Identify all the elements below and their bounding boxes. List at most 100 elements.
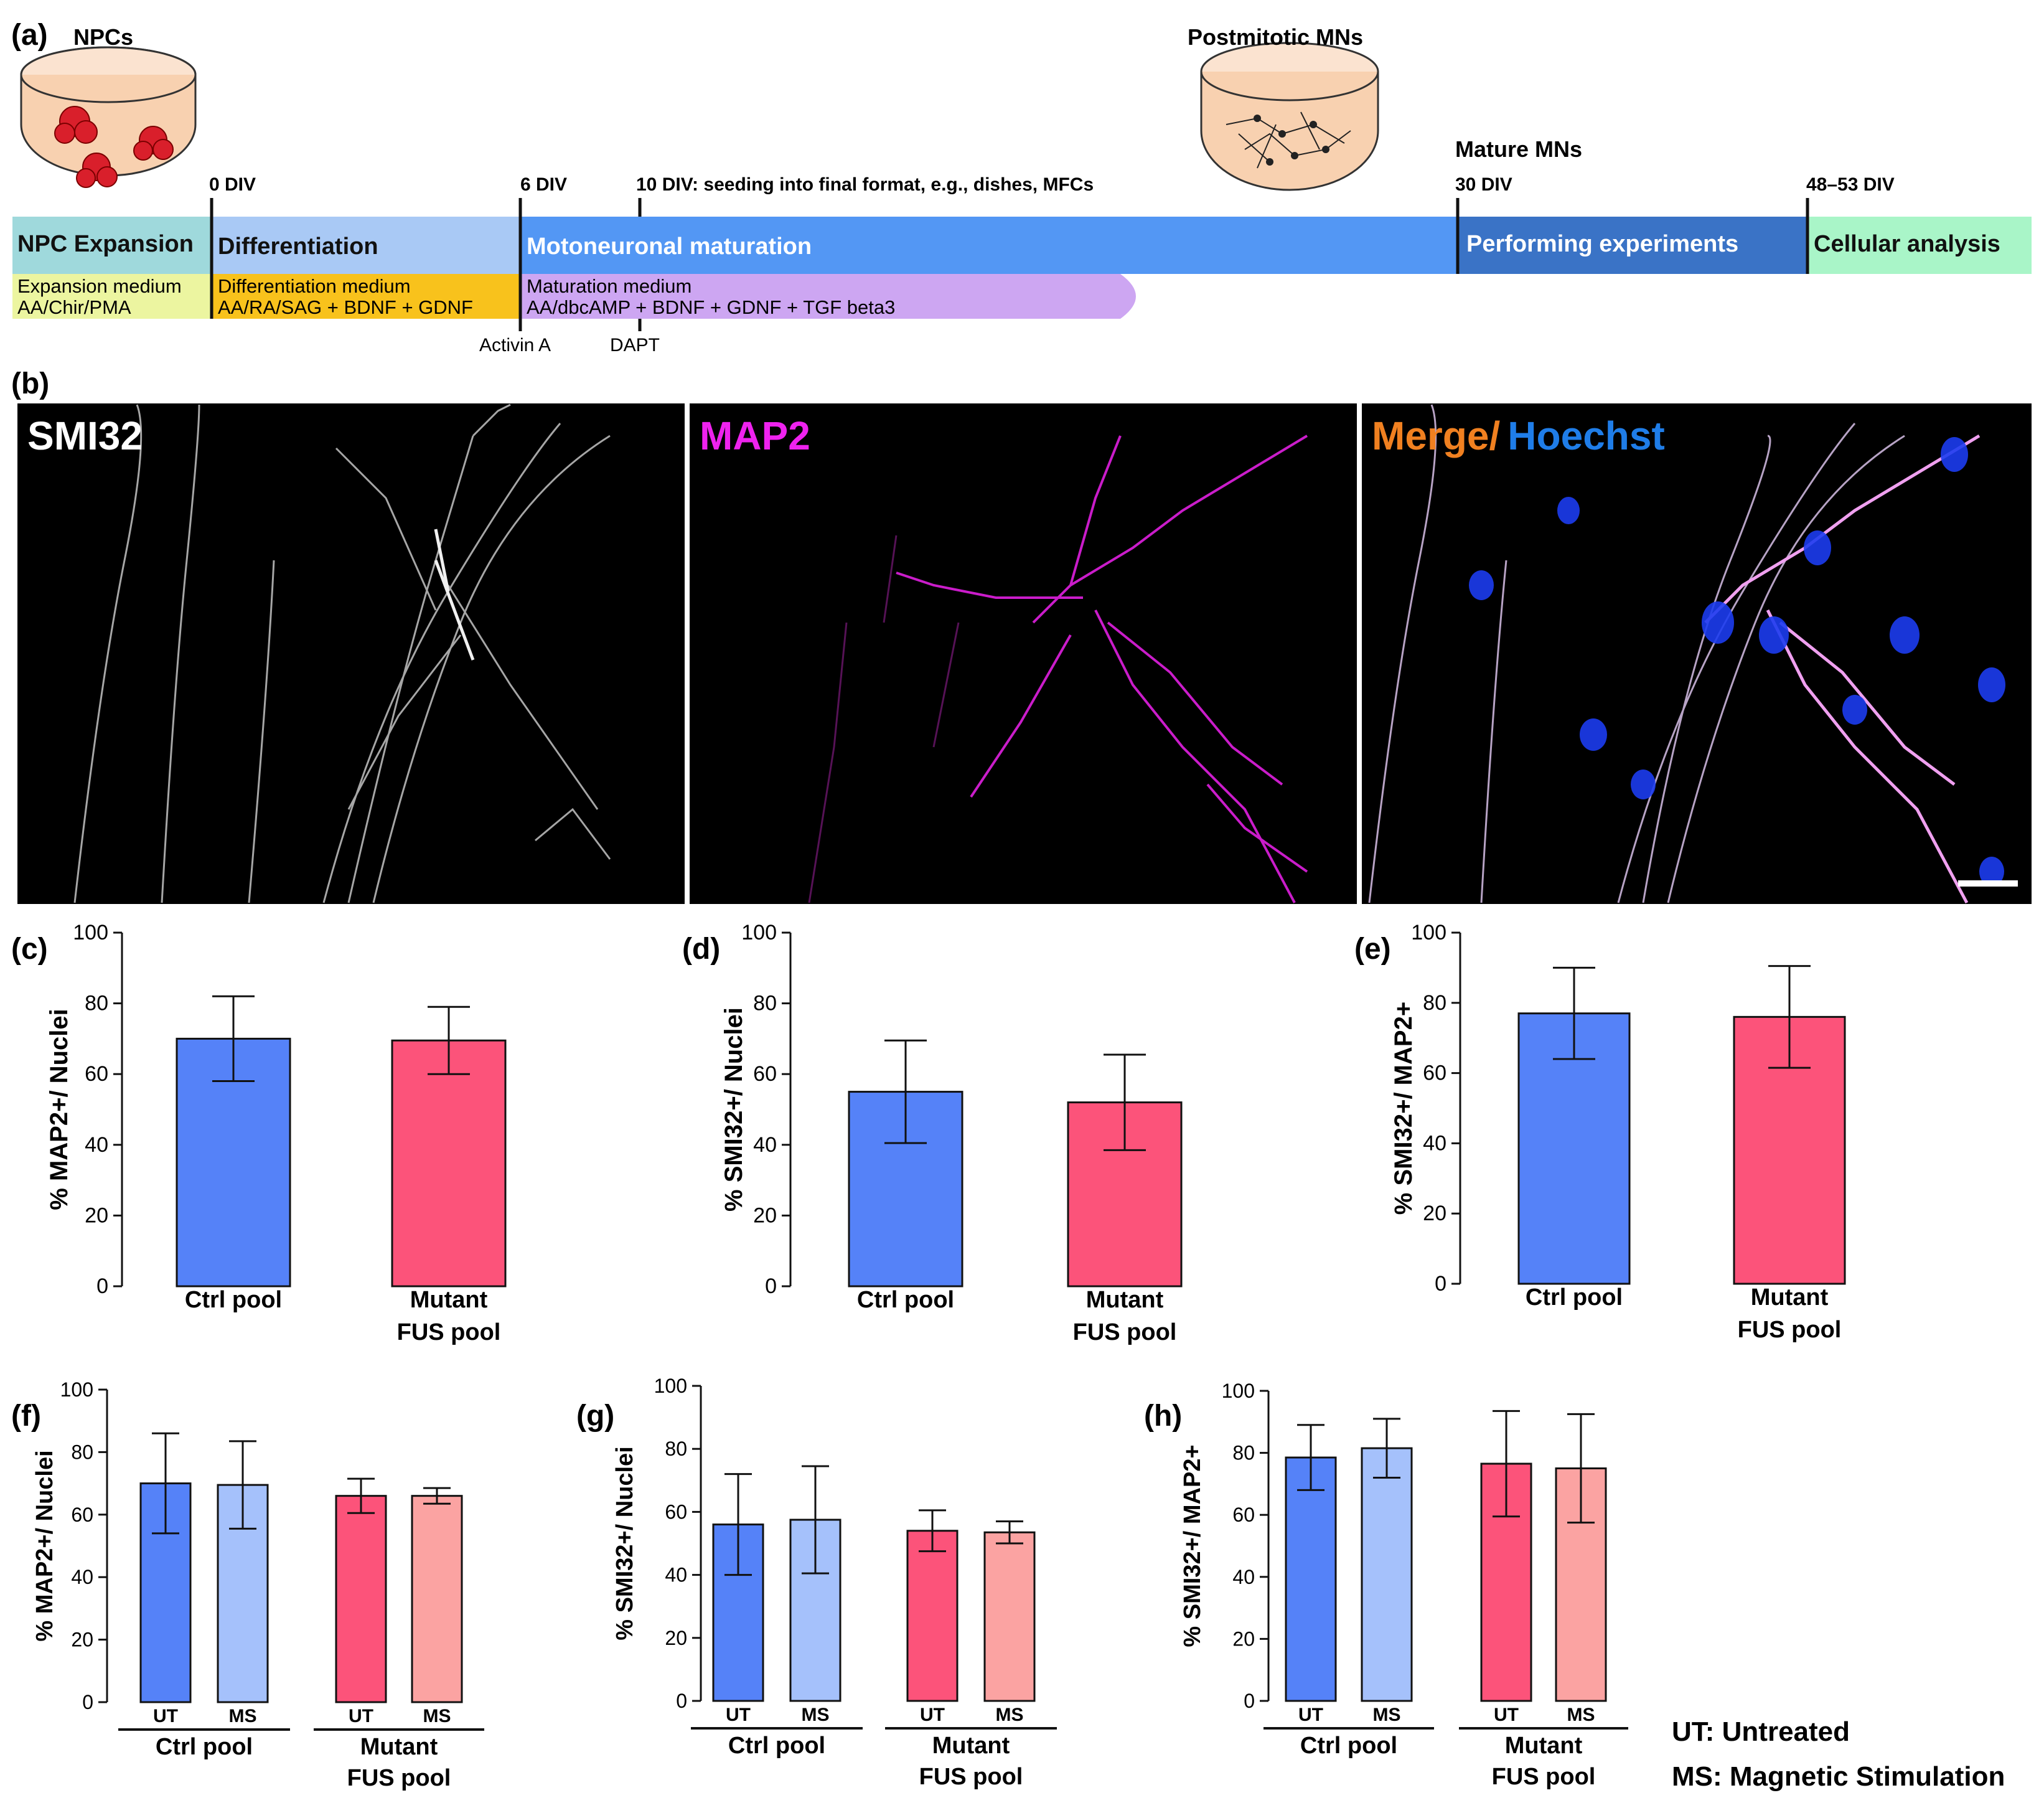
y-tick-label: 20 [665,1627,687,1649]
map2-label: MAP2 [700,413,810,458]
phase-label-cellular: Cellular analysis [1814,231,2000,257]
x-subcategory-label: UT [920,1705,945,1725]
medium-name-maturation: Maturation medium [527,275,691,297]
y-tick-label: 0 [765,1274,777,1298]
y-tick-label: 60 [1423,1062,1446,1085]
x-category-label: FUS pool [397,1319,501,1345]
y-tick-label: 80 [665,1438,687,1460]
x-subcategory-label: UT [726,1705,751,1725]
y-tick-label: 60 [753,1062,777,1086]
smi32-label: SMI32 [27,413,143,458]
y-axis-label: % MAP2+/ Nuclei [32,1450,58,1641]
medium-maturation [520,274,1136,319]
npcs-label: NPCs [73,24,133,50]
bar [983,1531,1036,1702]
legend-ut: UT: Untreated [1672,1716,1850,1747]
y-axis-label: % SMI32+/ Nuclei [720,1007,748,1212]
y-tick-label: 20 [71,1629,93,1651]
bar [789,1518,842,1702]
x-category-label: Ctrl pool [1526,1284,1623,1311]
bar [1361,1447,1413,1702]
x-subcategory-label: MS [1373,1705,1401,1725]
panel-letter: (g) [576,1400,614,1433]
y-tick-label: 20 [1232,1627,1255,1650]
y-axis-label: % MAP2+/ Nuclei [45,1009,73,1210]
y-tick-label: 20 [1423,1202,1446,1225]
x-subcategory-label: MS [423,1706,451,1726]
bar [906,1530,959,1702]
chart-c: (c) 0 20 40 60 80 100 % MAP2+/ Nuclei Ctrl pool M… [11,921,507,1345]
chart-e: (e) 0 20 40 60 80 100 % SMI32+/ MAP2+ Ctrl pool M… [1354,921,1846,1343]
x-subcategory-label: UT [153,1706,178,1726]
y-tick-label: 40 [85,1133,108,1157]
chart-d: (d) 0 20 40 60 80 100 % SMI32+/ Nuclei Ctrl pool… [682,921,1183,1345]
y-tick-label: 60 [1232,1504,1255,1526]
x-group-label: Mutant [1505,1733,1583,1759]
y-tick-label: 80 [71,1441,93,1463]
timeline-ticks [210,198,1809,331]
phase-label-motor: Motoneuronal maturation [527,233,812,260]
y-tick-label: 0 [1435,1272,1446,1296]
phase-label-experiments: Performing experiments [1466,231,1738,257]
y-axis-label: % SMI32+/ Nuclei [612,1446,638,1641]
npc-dish-illustration [20,46,197,188]
y-tick-label: 60 [71,1504,93,1526]
micrograph-smi32 [17,403,685,904]
panel-letter-a: (a) [11,19,48,52]
y-tick-label: 100 [1411,921,1446,944]
medium-differentiation [212,274,520,319]
x-category-label: Ctrl pool [857,1287,954,1313]
y-tick-label: 100 [654,1375,687,1397]
y-tick-label: 80 [1232,1442,1255,1464]
medium-name-expansion: Expansion medium [17,275,182,297]
legend-ms: MS: Magnetic Stimulation [1672,1761,2005,1792]
tick-10-div: 10 DIV: seeding into final format, e.g.,… [636,174,1094,195]
chart-f: (f) 0 20 40 60 80 100 % MAP2+/ Nuclei UT MS UT MS Ct… [11,1378,484,1791]
medium-content-maturation: AA/dbcAMP + BDNF + GDNF + TGF beta3 [527,296,895,318]
phase-npc-expansion [12,217,212,274]
x-group-label: Mutant [360,1734,438,1760]
x-group-label: FUS pool [1492,1764,1596,1790]
y-tick-label: 80 [1423,991,1446,1015]
tick-48-53-div: 48–53 DIV [1806,174,1895,195]
x-category-label: Mutant [1086,1287,1164,1313]
phase-label-diff: Differentiation [218,233,378,260]
dapt-label: DAPT [610,335,660,355]
micrograph-map2 [690,403,1357,904]
y-axis-label: % SMI32+/ MAP2+ [1179,1444,1206,1647]
x-subcategory-label: UT [1494,1705,1519,1725]
x-group-label: FUS pool [919,1764,1023,1790]
tick-30-div: 30 DIV [1455,174,1512,195]
panel-letter: (f) [11,1400,41,1433]
mature-mns-label: Mature MNs [1455,136,1582,162]
y-tick-label: 100 [1222,1380,1255,1402]
x-category-label: FUS pool [1073,1319,1177,1345]
x-category-label: Mutant [1751,1284,1829,1311]
postmitotic-dish-illustration [1200,42,1379,191]
medium-content-differentiation: AA/RA/SAG + BDNF + GDNF [218,296,473,318]
scale-bar [1958,880,2018,887]
y-tick-label: 100 [73,921,108,944]
y-tick-label: 0 [676,1690,687,1712]
y-tick-label: 40 [753,1133,777,1157]
bar [411,1495,463,1703]
y-tick-label: 40 [71,1566,93,1588]
bar [391,1039,507,1288]
x-subcategory-label: MS [229,1706,257,1726]
y-tick-label: 0 [1244,1690,1255,1712]
hoechst-label: Hoechst [1507,413,1665,458]
y-tick-label: 40 [1423,1131,1446,1155]
medium-content-expansion: AA/Chir/PMA [17,296,131,318]
x-group-label: Ctrl pool [1300,1733,1397,1759]
y-tick-label: 80 [753,992,777,1015]
y-tick-label: 60 [665,1500,687,1523]
chart-h: (h) 0 20 40 60 80 100 % SMI32+/ MAP2+ UT MS UT MS Ct… [1144,1380,1628,1790]
x-category-label: Mutant [410,1287,488,1313]
activin-a-label: Activin A [479,335,551,355]
y-axis-label: % SMI32+/ MAP2+ [1390,1002,1417,1215]
chart-g: (g) 0 20 40 60 80 100 % SMI32+/ Nuclei UT MS UT MS C… [576,1375,1057,1790]
x-group-label: Ctrl pool [156,1734,253,1760]
y-tick-label: 0 [96,1274,108,1298]
bar-charts: (c) 0 20 40 60 80 100 % MAP2+/ Nuclei Ctrl pool M… [11,921,1846,1791]
y-tick-label: 0 [82,1691,93,1713]
